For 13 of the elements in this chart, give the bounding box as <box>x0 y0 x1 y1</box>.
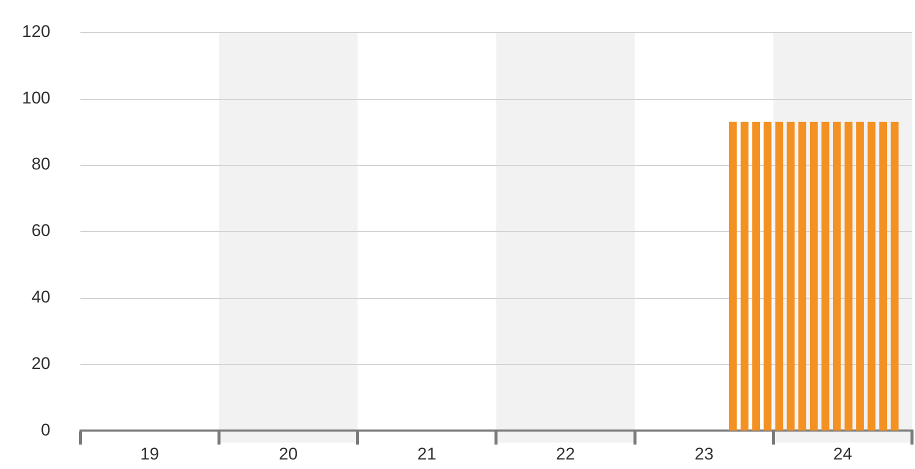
x-tick-label: 20 <box>278 444 298 464</box>
y-tick-label: 40 <box>31 287 50 306</box>
y-tick-label: 120 <box>22 22 50 41</box>
y-tick-label: 80 <box>31 154 50 174</box>
x-tick-label: 23 <box>694 444 714 464</box>
x-tick-label: 19 <box>140 444 160 464</box>
y-tick-label: 0 <box>40 420 50 440</box>
y-tick-label: 100 <box>22 88 50 108</box>
x-tick-label: 22 <box>556 444 575 464</box>
y-tick-label: 60 <box>31 221 50 240</box>
y-tick-label: 20 <box>31 354 50 373</box>
x-tick-label: 21 <box>417 444 436 464</box>
x-tick-label: 24 <box>833 444 852 464</box>
